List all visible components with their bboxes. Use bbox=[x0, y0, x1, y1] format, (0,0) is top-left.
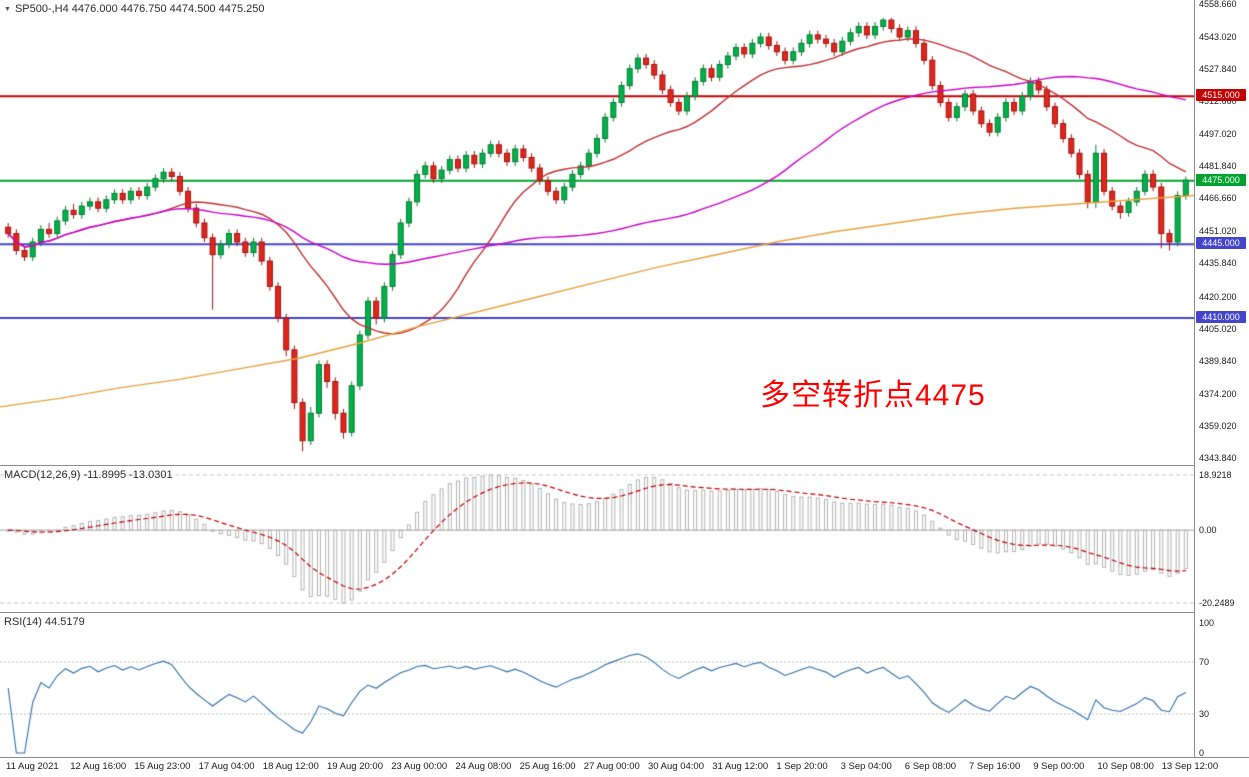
macd-indicator-label: MACD(12,26,9) -11.8995 -13.0301 bbox=[4, 469, 173, 481]
price-axis-label: 4497.020 bbox=[1199, 129, 1237, 140]
panel-divider bbox=[0, 757, 1249, 758]
time-axis-label: 25 Aug 16:00 bbox=[519, 761, 576, 772]
rsi-axis-label: 30 bbox=[1199, 709, 1210, 719]
price-axis-label: 4435.840 bbox=[1199, 258, 1237, 269]
time-axis-label: 31 Aug 12:00 bbox=[712, 761, 769, 772]
price-axis-label: 4405.020 bbox=[1199, 323, 1237, 334]
symbol-dropdown-marker-icon: ▼ bbox=[4, 6, 11, 13]
rsi-axis-label: 70 bbox=[1199, 657, 1210, 667]
time-axis-label: 11 Aug 2021 bbox=[6, 761, 59, 772]
price-axis-label: 4466.660 bbox=[1199, 193, 1237, 204]
time-axis-label: 17 Aug 04:00 bbox=[198, 761, 255, 772]
price-axis-label: 4359.020 bbox=[1199, 420, 1237, 431]
panel-divider[interactable] bbox=[0, 465, 1249, 466]
price-axis-label: 4374.200 bbox=[1199, 388, 1237, 399]
price-axis-label: 4543.020 bbox=[1199, 31, 1237, 42]
price-line-badge: 4515.000 bbox=[1196, 89, 1246, 102]
price-axis-label: 4527.840 bbox=[1199, 64, 1237, 75]
rsi-indicator-label: RSI(14) 44.5179 bbox=[4, 616, 85, 628]
price-axis-label: 4420.200 bbox=[1199, 291, 1237, 302]
price-axis-label: 4512.660 bbox=[1199, 96, 1237, 107]
time-axis-label: 18 Aug 12:00 bbox=[262, 761, 319, 772]
rsi-axis-label: 100 bbox=[1199, 618, 1215, 628]
price-axis-label: 4343.840 bbox=[1199, 452, 1237, 463]
macd-indicator-canvas[interactable] bbox=[0, 466, 1194, 612]
time-axis-label: 6 Sep 08:00 bbox=[904, 761, 957, 772]
time-axis-label: 12 Aug 16:00 bbox=[70, 761, 127, 772]
time-axis-label: 23 Aug 00:00 bbox=[391, 761, 448, 772]
price-line-badge: 4445.000 bbox=[1196, 237, 1246, 250]
time-axis-label: 9 Sep 00:00 bbox=[1033, 761, 1085, 772]
time-axis-label: 1 Sep 20:00 bbox=[776, 761, 828, 772]
panel-divider[interactable] bbox=[0, 612, 1249, 613]
macd-axis-label: 18.9218 bbox=[1199, 469, 1232, 480]
candlestick-chart-canvas[interactable] bbox=[0, 0, 1194, 465]
price-axis-label: 4451.020 bbox=[1199, 226, 1237, 237]
time-axis-label: 13 Sep 12:00 bbox=[1161, 761, 1219, 772]
rsi-indicator-canvas[interactable] bbox=[0, 613, 1194, 757]
price-axis-label: 4481.840 bbox=[1199, 161, 1237, 172]
time-axis-label: 19 Aug 20:00 bbox=[327, 761, 383, 772]
time-axis-label: 7 Sep 16:00 bbox=[969, 761, 1021, 772]
price-axis-label: 4389.840 bbox=[1199, 355, 1237, 366]
price-axis-label: 4558.660 bbox=[1199, 0, 1237, 9]
time-axis-label: 10 Sep 08:00 bbox=[1097, 761, 1154, 772]
macd-axis-label: -20.2489 bbox=[1199, 598, 1235, 609]
price-axis[interactable]: 4558.660 4543.020 4527.840 4512.660 4497.020… bbox=[1194, 0, 1249, 758]
time-axis[interactable]: 11 Aug 2021 12 Aug 16:00 15 Aug 23:00 17 Au… bbox=[0, 758, 1218, 777]
time-axis-label: 24 Aug 08:00 bbox=[455, 761, 512, 772]
chart-annotation-text: 多空转折点4475 bbox=[760, 379, 986, 412]
time-axis-label: 3 Sep 04:00 bbox=[840, 761, 892, 772]
rsi-axis-label: 0 bbox=[1199, 748, 1205, 758]
time-axis-label: 27 Aug 00:00 bbox=[583, 761, 640, 772]
chart-title-text: SP500-,H4 4476.000 4476.750 4474.500 447… bbox=[14, 3, 265, 15]
price-line-badge: 4410.000 bbox=[1196, 311, 1246, 324]
price-line-badge: 4475.000 bbox=[1196, 173, 1246, 186]
macd-axis-label: 0.00 bbox=[1199, 525, 1217, 536]
chart-title: ▼ SP500-,H4 4476.000 4476.750 4474.500 44… bbox=[4, 3, 265, 15]
time-axis-label: 30 Aug 04:00 bbox=[648, 761, 704, 772]
time-axis-label: 15 Aug 23:00 bbox=[134, 761, 191, 772]
